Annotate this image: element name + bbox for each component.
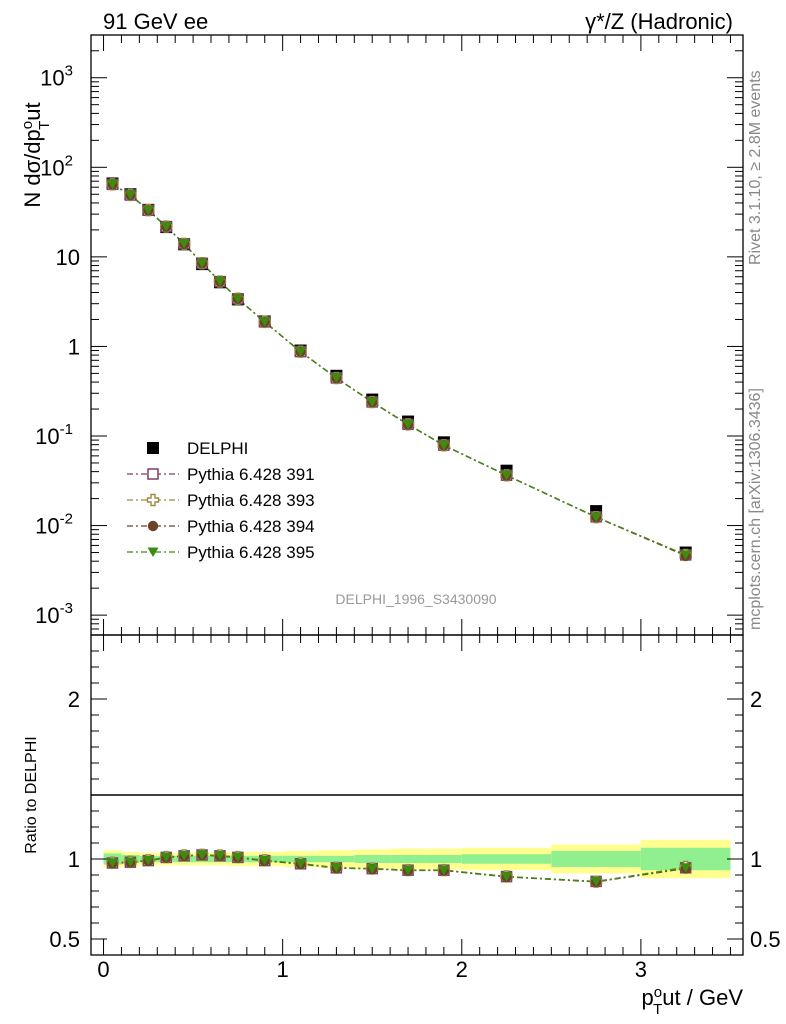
legend-marker bbox=[147, 547, 159, 557]
series-4-point bbox=[124, 190, 136, 201]
y-tick-label: 10 bbox=[56, 245, 80, 270]
ratio-series-4-point bbox=[106, 858, 118, 868]
stat-uncertainty-band bbox=[425, 855, 462, 863]
series-4-point bbox=[214, 277, 226, 287]
x-tick-label: 2 bbox=[456, 957, 468, 982]
legend-label: Pythia 6.428 394 bbox=[187, 517, 315, 536]
ratio-series-4-point bbox=[402, 865, 414, 876]
stat-uncertainty-band bbox=[354, 855, 391, 863]
main-data-marks bbox=[106, 177, 692, 562]
series-4-point bbox=[438, 440, 450, 451]
legend-label: Pythia 6.428 395 bbox=[187, 543, 315, 562]
legend-marker bbox=[146, 493, 160, 507]
y-tick-label: 10-2 bbox=[35, 511, 73, 539]
series-4-point bbox=[106, 179, 118, 190]
ratio-series-4-point bbox=[232, 852, 244, 863]
ratio-panel: 0.5 0.5 1 1 2 2 0 1 2 3 bbox=[49, 634, 781, 982]
ratio-axis-ticks bbox=[91, 634, 743, 956]
x-tick-label: 1 bbox=[277, 957, 289, 982]
main-watermark: DELPHI_1996_S3430090 bbox=[335, 591, 496, 607]
ratio-series-4-point bbox=[438, 865, 450, 876]
y-tick-label: 103 bbox=[40, 63, 73, 91]
legend-marker bbox=[147, 442, 159, 454]
ratio-series-4-point bbox=[196, 850, 208, 860]
ratio-x-tick-labels: 0 1 2 3 bbox=[97, 957, 647, 982]
series-4-point bbox=[142, 205, 154, 216]
main-y-tick-labels: 10-3 10-2 10-1 1 10 102 103 bbox=[35, 63, 80, 628]
header-left-label: 91 GeV ee bbox=[103, 9, 208, 34]
x-tick-label: 3 bbox=[635, 957, 647, 982]
series-4-point bbox=[259, 317, 271, 327]
ratio-series-line-4 bbox=[112, 854, 686, 883]
series-4-point bbox=[366, 397, 378, 408]
series-4-point bbox=[160, 222, 172, 232]
y-tick-label: 0.5 bbox=[49, 927, 80, 952]
series-4-point bbox=[330, 373, 342, 384]
y-tick-label: 10-1 bbox=[35, 421, 73, 449]
y-tick-label: 1 bbox=[750, 847, 762, 872]
series-4-point bbox=[590, 512, 602, 523]
mcplots-side-label: mcplots.cern.ch [arXiv:1306.3436] bbox=[747, 388, 764, 630]
main-panel: 10-3 10-2 10-1 1 10 102 103 DELPHI_1996_S34300… bbox=[35, 34, 744, 636]
legend-marker bbox=[147, 520, 159, 532]
ratio-series-4-point bbox=[501, 872, 513, 882]
header-right-label: γ*/Z (Hadronic) bbox=[585, 9, 733, 34]
y-tick-label: 102 bbox=[40, 152, 73, 180]
ratio-series-4-point bbox=[295, 859, 307, 869]
y-tick-label: 1 bbox=[68, 334, 80, 359]
series-4-point bbox=[178, 239, 190, 249]
legend: DELPHI Pythia 6.428 391 Pythia 6.428 393 Py… bbox=[127, 439, 315, 562]
ratio-y-tick-labels: 0.5 0.5 1 1 2 2 bbox=[49, 687, 780, 952]
stat-uncertainty-band bbox=[318, 855, 355, 863]
y-tick-label: 0.5 bbox=[750, 927, 781, 952]
ratio-series-4-point bbox=[160, 852, 172, 863]
series-4-point bbox=[295, 347, 307, 357]
ratio-series-4-point bbox=[680, 863, 692, 873]
series-4-point bbox=[501, 470, 513, 481]
ratio-y-axis-label: Ratio to DELPHI bbox=[23, 736, 40, 853]
series-4-point bbox=[680, 550, 692, 560]
legend-label: DELPHI bbox=[187, 439, 248, 458]
ratio-frame bbox=[90, 634, 744, 956]
ratio-data-marks bbox=[106, 848, 692, 888]
y-tick-label: 1 bbox=[68, 847, 80, 872]
y-tick-label: 2 bbox=[750, 687, 762, 712]
series-4-point bbox=[232, 294, 244, 304]
ratio-series-4-point bbox=[330, 863, 342, 873]
stat-uncertainty-band bbox=[390, 855, 426, 863]
ratio-series-4-point bbox=[366, 864, 378, 874]
stat-uncertainty-band bbox=[551, 851, 641, 867]
ratio-series-4-point bbox=[259, 855, 271, 866]
legend-label: Pythia 6.428 391 bbox=[187, 465, 315, 484]
ratio-series-4-point bbox=[590, 877, 602, 887]
ratio-series-4-point bbox=[124, 857, 136, 868]
stat-uncertainty-band bbox=[640, 847, 731, 871]
ratio-series-4-point bbox=[142, 855, 154, 866]
rivet-side-label: Rivet 3.1.10, ≥ 2.8M events bbox=[747, 70, 764, 265]
legend-label: Pythia 6.428 393 bbox=[187, 491, 315, 510]
y-tick-label: 2 bbox=[68, 687, 80, 712]
x-tick-label: 0 bbox=[97, 957, 109, 982]
ratio-series-4-point bbox=[214, 851, 226, 861]
series-4-point bbox=[196, 258, 208, 269]
series-4-point bbox=[402, 419, 414, 430]
main-axis-ticks bbox=[91, 34, 743, 636]
stat-uncertainty-band bbox=[461, 854, 552, 864]
legend-marker bbox=[147, 468, 159, 480]
ratio-series-4-point bbox=[178, 851, 190, 861]
y-tick-label: 10-3 bbox=[35, 600, 73, 628]
svg-text:poTut / GeV: po Tut / GeV bbox=[642, 984, 744, 1018]
x-axis-label: po Tut / GeV bbox=[642, 984, 744, 1018]
